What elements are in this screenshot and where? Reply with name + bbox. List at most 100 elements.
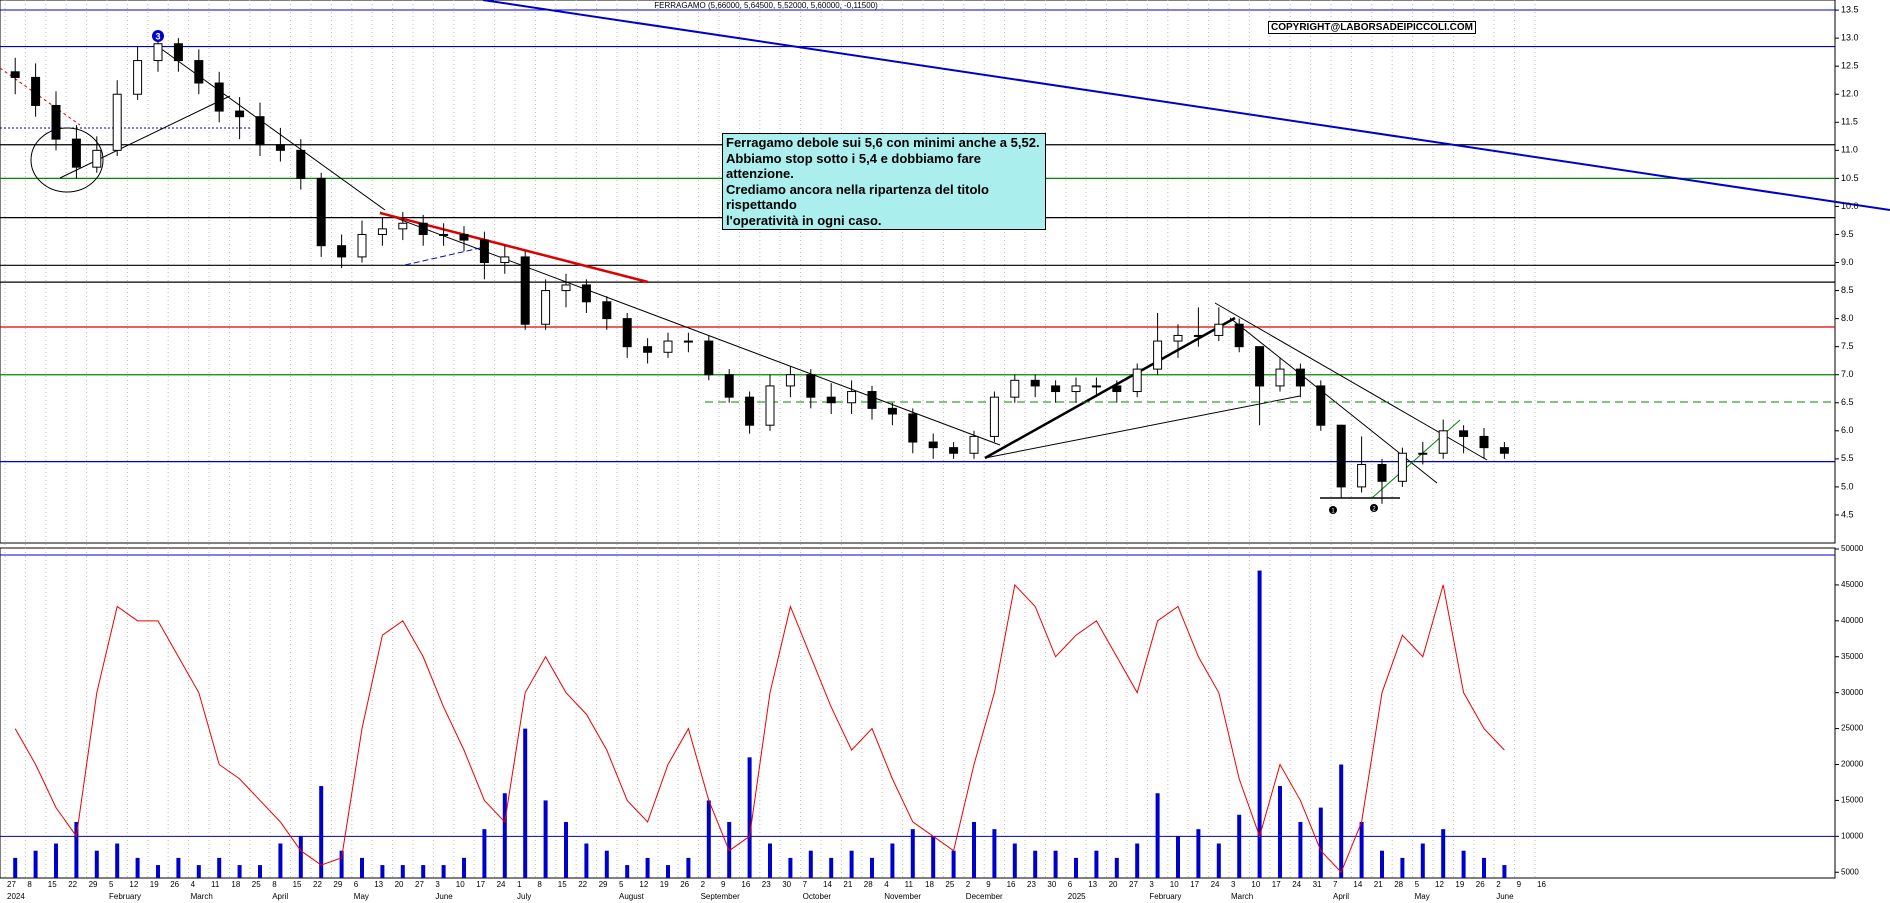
candle-body bbox=[1071, 385, 1081, 393]
x-tick-label: 12 bbox=[129, 880, 138, 889]
candle-body bbox=[704, 340, 714, 376]
x-tick-label: 16 bbox=[1007, 880, 1016, 889]
x-tick-label: 5 bbox=[1415, 880, 1420, 889]
candle-body bbox=[377, 228, 387, 235]
x-tick-label: 28 bbox=[864, 880, 873, 889]
y-tick-label: 6.0 bbox=[1841, 425, 1854, 435]
candle-body bbox=[1377, 463, 1387, 482]
volume-bar bbox=[1380, 850, 1384, 878]
x-tick-label: 7 bbox=[803, 880, 808, 889]
copyright: COPYRIGHT@LABORSADEIPICCOLI.COM bbox=[1268, 21, 1476, 34]
y-tick-label: 13.0 bbox=[1841, 33, 1859, 43]
x-tick-label: 8 bbox=[537, 880, 542, 889]
candle-body bbox=[173, 43, 183, 62]
candle-body bbox=[71, 138, 81, 168]
x-tick-label: 31 bbox=[1313, 880, 1322, 889]
trend-line bbox=[984, 395, 1301, 459]
x-tick-label: 22 bbox=[68, 880, 77, 889]
volume-bar bbox=[666, 865, 670, 878]
candle-body bbox=[398, 222, 408, 230]
x-tick-label: 9 bbox=[721, 880, 726, 889]
y2-tick-label: 30000 bbox=[1841, 688, 1864, 697]
oscillator-line bbox=[14, 583, 1505, 874]
candle-body bbox=[847, 391, 857, 404]
candle-body bbox=[418, 222, 428, 235]
x-tick-label: 5 bbox=[619, 880, 624, 889]
volume-bar bbox=[482, 829, 487, 878]
volume-bar bbox=[1196, 829, 1201, 878]
annotation-line: Crediamo ancora nella ripartenza del tit… bbox=[726, 181, 989, 213]
candle-body bbox=[683, 340, 693, 343]
candle-body bbox=[806, 374, 816, 398]
candle-body bbox=[31, 76, 41, 106]
ellipse bbox=[30, 127, 104, 193]
x-tick-label: 21 bbox=[1374, 880, 1383, 889]
x-tick-label: 26 bbox=[170, 880, 179, 889]
y-tick-label: 7.5 bbox=[1841, 341, 1854, 351]
month-label: March bbox=[1231, 892, 1253, 901]
y-tick-label: 5.0 bbox=[1841, 481, 1854, 491]
candles bbox=[10, 38, 1509, 504]
trend-line bbox=[404, 247, 481, 266]
volume-bar bbox=[1482, 857, 1486, 878]
x-tick-label: 19 bbox=[150, 880, 159, 889]
volume-bar bbox=[910, 829, 915, 878]
candle-body bbox=[1295, 368, 1305, 387]
volume-bar bbox=[1339, 764, 1344, 878]
candle-body bbox=[724, 374, 734, 398]
candle-body bbox=[1193, 334, 1203, 337]
candle-body bbox=[1418, 452, 1428, 455]
x-tick-label: 27 bbox=[415, 880, 424, 889]
candle-body bbox=[887, 407, 897, 415]
volume-bar bbox=[400, 865, 405, 878]
x-tick-label: 11 bbox=[211, 880, 220, 889]
annotation-line: l'operatività in ogni caso. bbox=[726, 212, 882, 228]
x-tick-label: 16 bbox=[1537, 880, 1546, 889]
candle-body bbox=[1357, 463, 1367, 488]
candle-body bbox=[1234, 323, 1244, 348]
y-tick-label: 7.0 bbox=[1841, 369, 1854, 379]
x-tick-label: 2 bbox=[1496, 880, 1501, 889]
volume-bar bbox=[1400, 857, 1405, 878]
volume-bar bbox=[870, 857, 874, 878]
volume-bar bbox=[1420, 843, 1425, 878]
candle-body bbox=[1397, 452, 1407, 482]
x-tick-label: 11 bbox=[905, 880, 914, 889]
volume-bar bbox=[972, 821, 976, 878]
month-label: December bbox=[966, 892, 1003, 901]
price-panel bbox=[0, 0, 1836, 544]
x-tick-label: 8 bbox=[27, 880, 32, 889]
x-tick-label: 23 bbox=[762, 880, 771, 889]
y-tick-label: 10.5 bbox=[1841, 173, 1859, 183]
marker-circle bbox=[1329, 506, 1337, 514]
candle-body bbox=[1112, 385, 1122, 393]
trend-line bbox=[482, 0, 1890, 211]
volume-bar bbox=[115, 843, 120, 878]
volume-bar bbox=[74, 821, 79, 878]
y-tick-label: 9.0 bbox=[1841, 257, 1854, 267]
month-label: September bbox=[701, 892, 740, 901]
volume-bar bbox=[890, 843, 895, 878]
x-tick-label: 22 bbox=[578, 880, 587, 889]
x-tick-label: 12 bbox=[639, 880, 648, 889]
volume-bar bbox=[421, 865, 426, 878]
x-tick-label: 28 bbox=[1394, 880, 1403, 889]
y-tick-label: 8.0 bbox=[1841, 313, 1854, 323]
volume-bar bbox=[258, 865, 262, 878]
y2-tick-label: 15000 bbox=[1841, 796, 1864, 805]
volume-bar bbox=[849, 850, 854, 878]
trend-lines bbox=[0, 0, 1890, 499]
volume bbox=[13, 570, 1507, 878]
volume-bar bbox=[1237, 814, 1242, 878]
candle-body bbox=[1051, 385, 1061, 393]
volume-bar bbox=[992, 829, 997, 878]
volume-bar bbox=[33, 850, 38, 878]
y2-tick-label: 50000 bbox=[1841, 544, 1864, 553]
candle-body bbox=[275, 144, 285, 151]
x-tick-label: 24 bbox=[1211, 880, 1220, 889]
candle-body bbox=[989, 396, 999, 437]
x-tick-label: 27 bbox=[1129, 880, 1138, 889]
x-tick-label: 3 bbox=[435, 880, 440, 889]
x-tick-label: 2 bbox=[701, 880, 706, 889]
